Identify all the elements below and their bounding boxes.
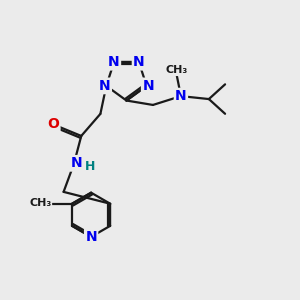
- Text: N: N: [99, 79, 111, 93]
- Text: CH₃: CH₃: [166, 65, 188, 76]
- Text: CH₃: CH₃: [29, 198, 52, 208]
- Text: N: N: [175, 89, 187, 103]
- Text: N: N: [85, 230, 97, 244]
- Text: N: N: [108, 55, 120, 69]
- Text: N: N: [133, 55, 145, 69]
- Text: N: N: [70, 156, 82, 170]
- Text: O: O: [47, 117, 59, 131]
- Text: H: H: [85, 160, 95, 173]
- Text: N: N: [142, 79, 154, 93]
